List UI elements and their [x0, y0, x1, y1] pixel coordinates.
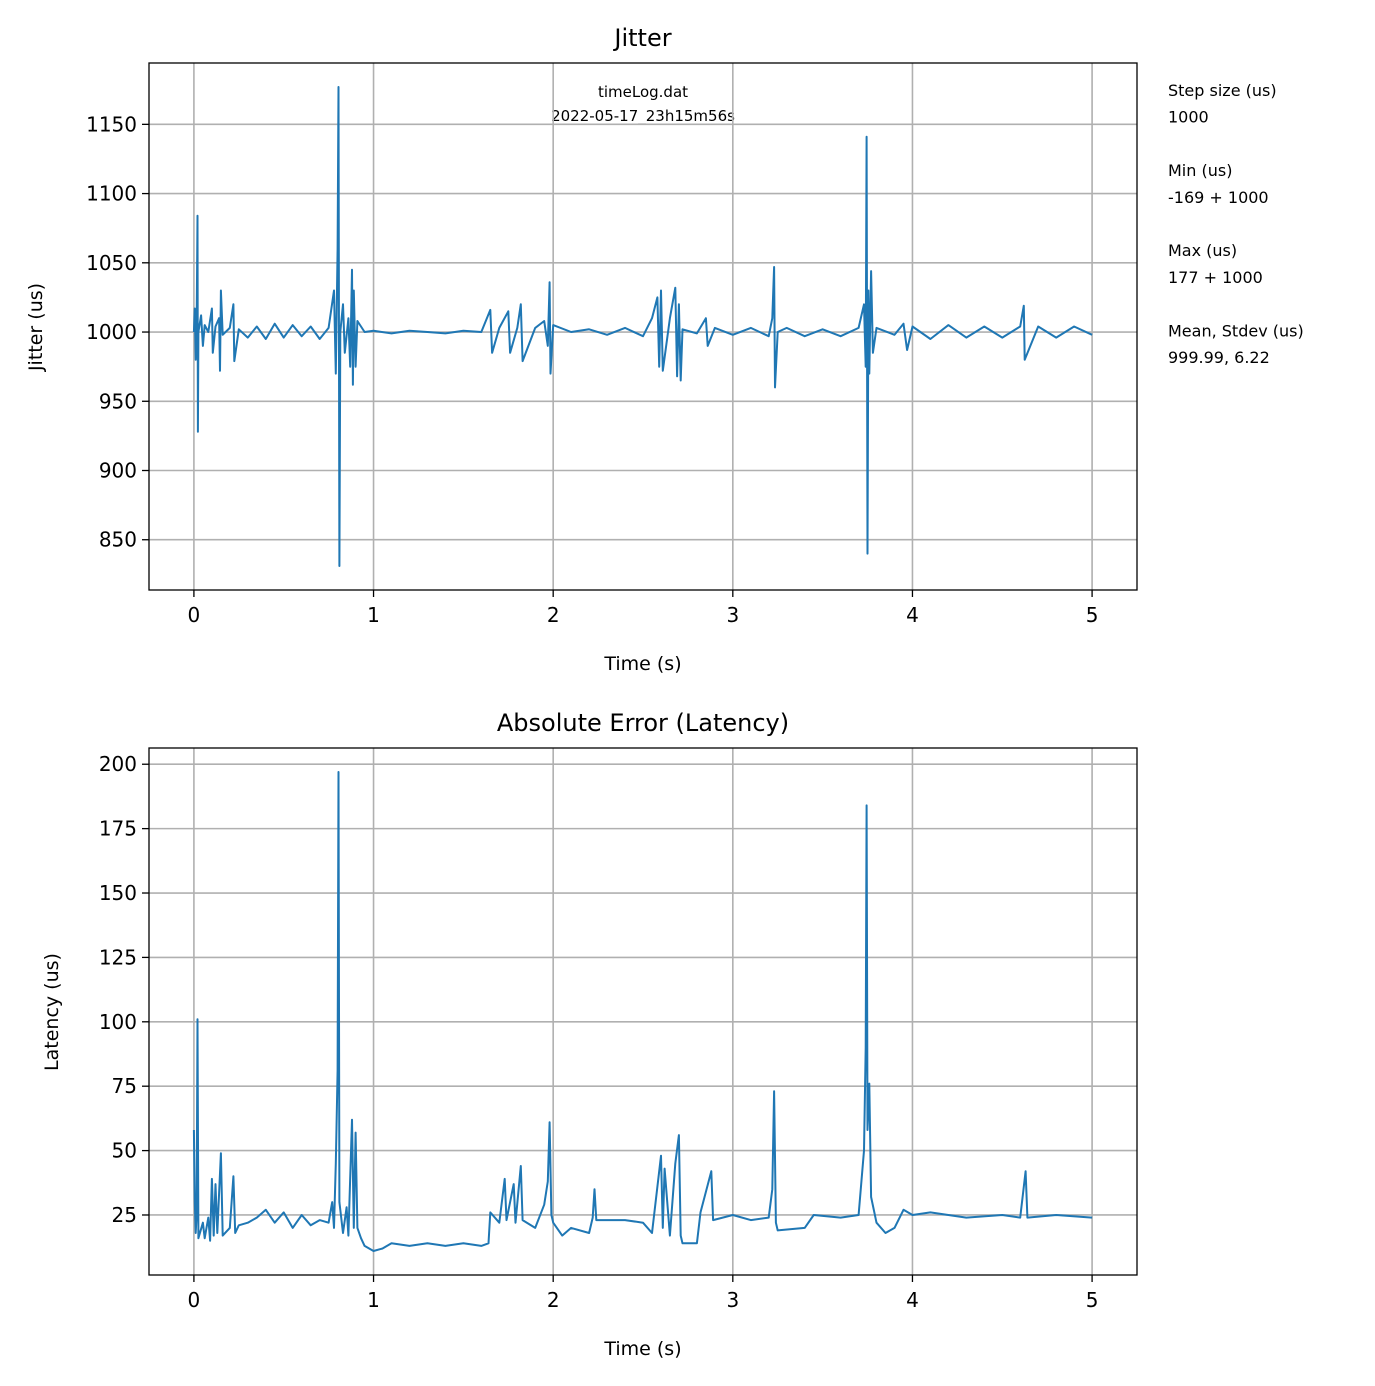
latency-xtick-label: 4: [906, 1288, 919, 1312]
jitter-xtick-label: 1: [367, 603, 380, 627]
stats-text: Step size (us) 1000 Min (us) -169 + 1000 Max…: [1168, 81, 1304, 367]
latency-ylabel: Latency (us): [41, 953, 63, 1071]
stats-line: -169 + 1000: [1168, 188, 1269, 207]
jitter-annotation-filename: timeLog.dat: [598, 83, 688, 101]
jitter-xtick-label: 4: [906, 603, 919, 627]
jitter-plot-frame: [148, 62, 1138, 591]
stats-line: Min (us): [1168, 161, 1232, 180]
latency-ytick-label: 25: [112, 1203, 137, 1227]
jitter-ytick-label: 850: [99, 528, 137, 552]
jitter-ylabel: Jitter (us): [25, 283, 47, 372]
jitter-ytick-label: 900: [99, 459, 137, 483]
latency-axes: Absolute Error (Latency) Time (s) Latenc…: [41, 709, 1138, 1360]
jitter-ytick-label: 1150: [86, 112, 137, 136]
latency-xtick-label: 5: [1086, 1288, 1099, 1312]
latency-ytick-label: 175: [99, 817, 137, 841]
stats-line: Step size (us): [1168, 81, 1277, 100]
jitter-annotation-timestamp: 2022-05-17_23h15m56s: [551, 107, 735, 126]
latency-xtick-label: 2: [547, 1288, 560, 1312]
jitter-xtick-label: 0: [188, 603, 201, 627]
jitter-axes: Jitter timeLog.dat 2022-05-17_23h15m56s …: [25, 24, 1138, 675]
jitter-ytick-label: 1000: [86, 320, 137, 344]
stats-line: Max (us): [1168, 241, 1237, 260]
latency-ytick-label: 200: [99, 752, 137, 776]
jitter-ytick-label: 1050: [86, 251, 137, 275]
jitter-ytick-label: 950: [99, 389, 137, 413]
jitter-title: Jitter: [612, 24, 671, 52]
latency-ytick-label: 50: [112, 1139, 137, 1163]
latency-ytick-label: 100: [99, 1010, 137, 1034]
latency-plot-frame: [148, 747, 1138, 1276]
latency-ytick-label: 150: [99, 881, 137, 905]
jitter-xtick-label: 2: [547, 603, 560, 627]
stats-line: 1000: [1168, 108, 1209, 127]
stats-line: 999.99, 6.22: [1168, 348, 1270, 367]
latency-ytick-label: 125: [99, 945, 137, 969]
latency-xtick-label: 3: [726, 1288, 739, 1312]
jitter-xlabel: Time (s): [603, 653, 681, 675]
stats-line: 177 + 1000: [1168, 268, 1263, 287]
jitter-xtick-label: 5: [1086, 603, 1099, 627]
stats-line: Mean, Stdev (us): [1168, 321, 1304, 340]
latency-title: Absolute Error (Latency): [497, 709, 789, 737]
latency-xlabel: Time (s): [603, 1338, 681, 1360]
latency-ytick-label: 75: [112, 1074, 137, 1098]
latency-xtick-label: 0: [188, 1288, 201, 1312]
jitter-series-line: [192, 86, 1093, 567]
latency-series-line: [192, 771, 1093, 1252]
jitter-ytick-label: 1100: [86, 182, 137, 206]
latency-xtick-label: 1: [367, 1288, 380, 1312]
jitter-xtick-label: 3: [726, 603, 739, 627]
